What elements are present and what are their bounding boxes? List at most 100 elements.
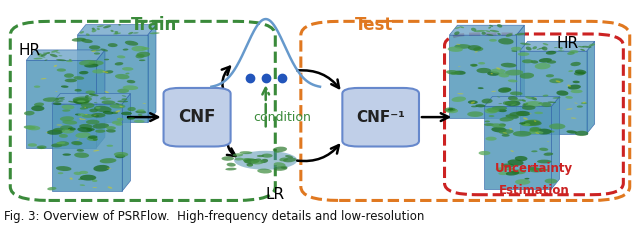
Ellipse shape [515,179,531,185]
Ellipse shape [492,106,507,110]
Ellipse shape [74,142,81,144]
Ellipse shape [575,131,588,136]
Ellipse shape [522,104,527,106]
Ellipse shape [515,33,525,35]
Ellipse shape [568,70,573,72]
Ellipse shape [447,47,463,52]
Ellipse shape [92,51,96,52]
Ellipse shape [511,169,525,174]
Ellipse shape [114,152,128,157]
Ellipse shape [510,91,522,95]
Ellipse shape [499,129,514,134]
Ellipse shape [74,76,84,80]
Ellipse shape [565,96,573,99]
Ellipse shape [88,135,97,139]
Ellipse shape [474,30,485,32]
Ellipse shape [77,139,79,140]
Text: CNF: CNF [179,108,216,126]
Ellipse shape [460,26,464,28]
Ellipse shape [91,113,106,118]
Ellipse shape [484,123,494,126]
Ellipse shape [547,141,549,142]
Ellipse shape [56,125,63,126]
Ellipse shape [79,71,88,74]
Ellipse shape [471,64,477,67]
Ellipse shape [531,150,538,152]
Ellipse shape [445,108,458,113]
Ellipse shape [257,155,264,157]
Ellipse shape [51,143,63,147]
Ellipse shape [273,147,287,152]
Ellipse shape [485,30,491,32]
Ellipse shape [509,112,525,117]
Ellipse shape [137,109,145,112]
Ellipse shape [452,97,466,102]
Ellipse shape [102,100,115,104]
Ellipse shape [89,45,100,49]
Ellipse shape [539,58,552,63]
Ellipse shape [550,131,554,133]
Ellipse shape [115,154,125,158]
Ellipse shape [499,117,514,122]
Ellipse shape [38,147,44,149]
Ellipse shape [60,116,74,121]
Ellipse shape [505,70,524,76]
Ellipse shape [490,30,499,32]
Ellipse shape [506,171,519,176]
Ellipse shape [515,156,527,161]
Ellipse shape [506,114,519,119]
Ellipse shape [508,79,518,82]
Ellipse shape [582,46,591,48]
Ellipse shape [134,120,145,123]
Ellipse shape [489,39,497,42]
Ellipse shape [486,34,493,36]
Ellipse shape [79,184,85,186]
Ellipse shape [37,53,43,57]
Ellipse shape [568,85,581,90]
Ellipse shape [68,129,70,130]
Ellipse shape [106,126,116,130]
Ellipse shape [578,46,584,48]
Ellipse shape [487,71,500,76]
Ellipse shape [534,63,550,69]
Polygon shape [552,96,559,189]
Ellipse shape [102,71,108,73]
Ellipse shape [34,103,44,106]
Ellipse shape [497,96,500,97]
Ellipse shape [274,151,280,153]
Ellipse shape [62,120,77,125]
Ellipse shape [79,119,86,120]
Ellipse shape [109,104,125,109]
Ellipse shape [77,149,84,152]
Ellipse shape [80,175,96,181]
Ellipse shape [543,95,548,97]
Ellipse shape [577,106,583,108]
Ellipse shape [498,109,507,112]
Ellipse shape [487,107,500,113]
Ellipse shape [262,154,273,158]
Polygon shape [520,41,595,51]
Ellipse shape [53,102,61,105]
Ellipse shape [127,80,136,83]
Ellipse shape [502,88,511,91]
Ellipse shape [62,109,70,112]
Ellipse shape [539,148,548,151]
Ellipse shape [56,52,60,53]
Ellipse shape [82,114,94,118]
Ellipse shape [522,59,533,63]
Ellipse shape [89,94,99,96]
Ellipse shape [86,120,100,125]
Ellipse shape [478,62,485,64]
Polygon shape [97,50,105,148]
Ellipse shape [506,33,513,37]
Ellipse shape [100,158,116,163]
Text: Test: Test [355,16,394,34]
Text: HR: HR [556,36,579,51]
Ellipse shape [100,49,108,52]
Ellipse shape [90,109,98,112]
Ellipse shape [457,93,463,94]
Polygon shape [122,94,131,191]
Ellipse shape [450,72,457,74]
Ellipse shape [545,179,557,184]
Ellipse shape [491,73,493,74]
